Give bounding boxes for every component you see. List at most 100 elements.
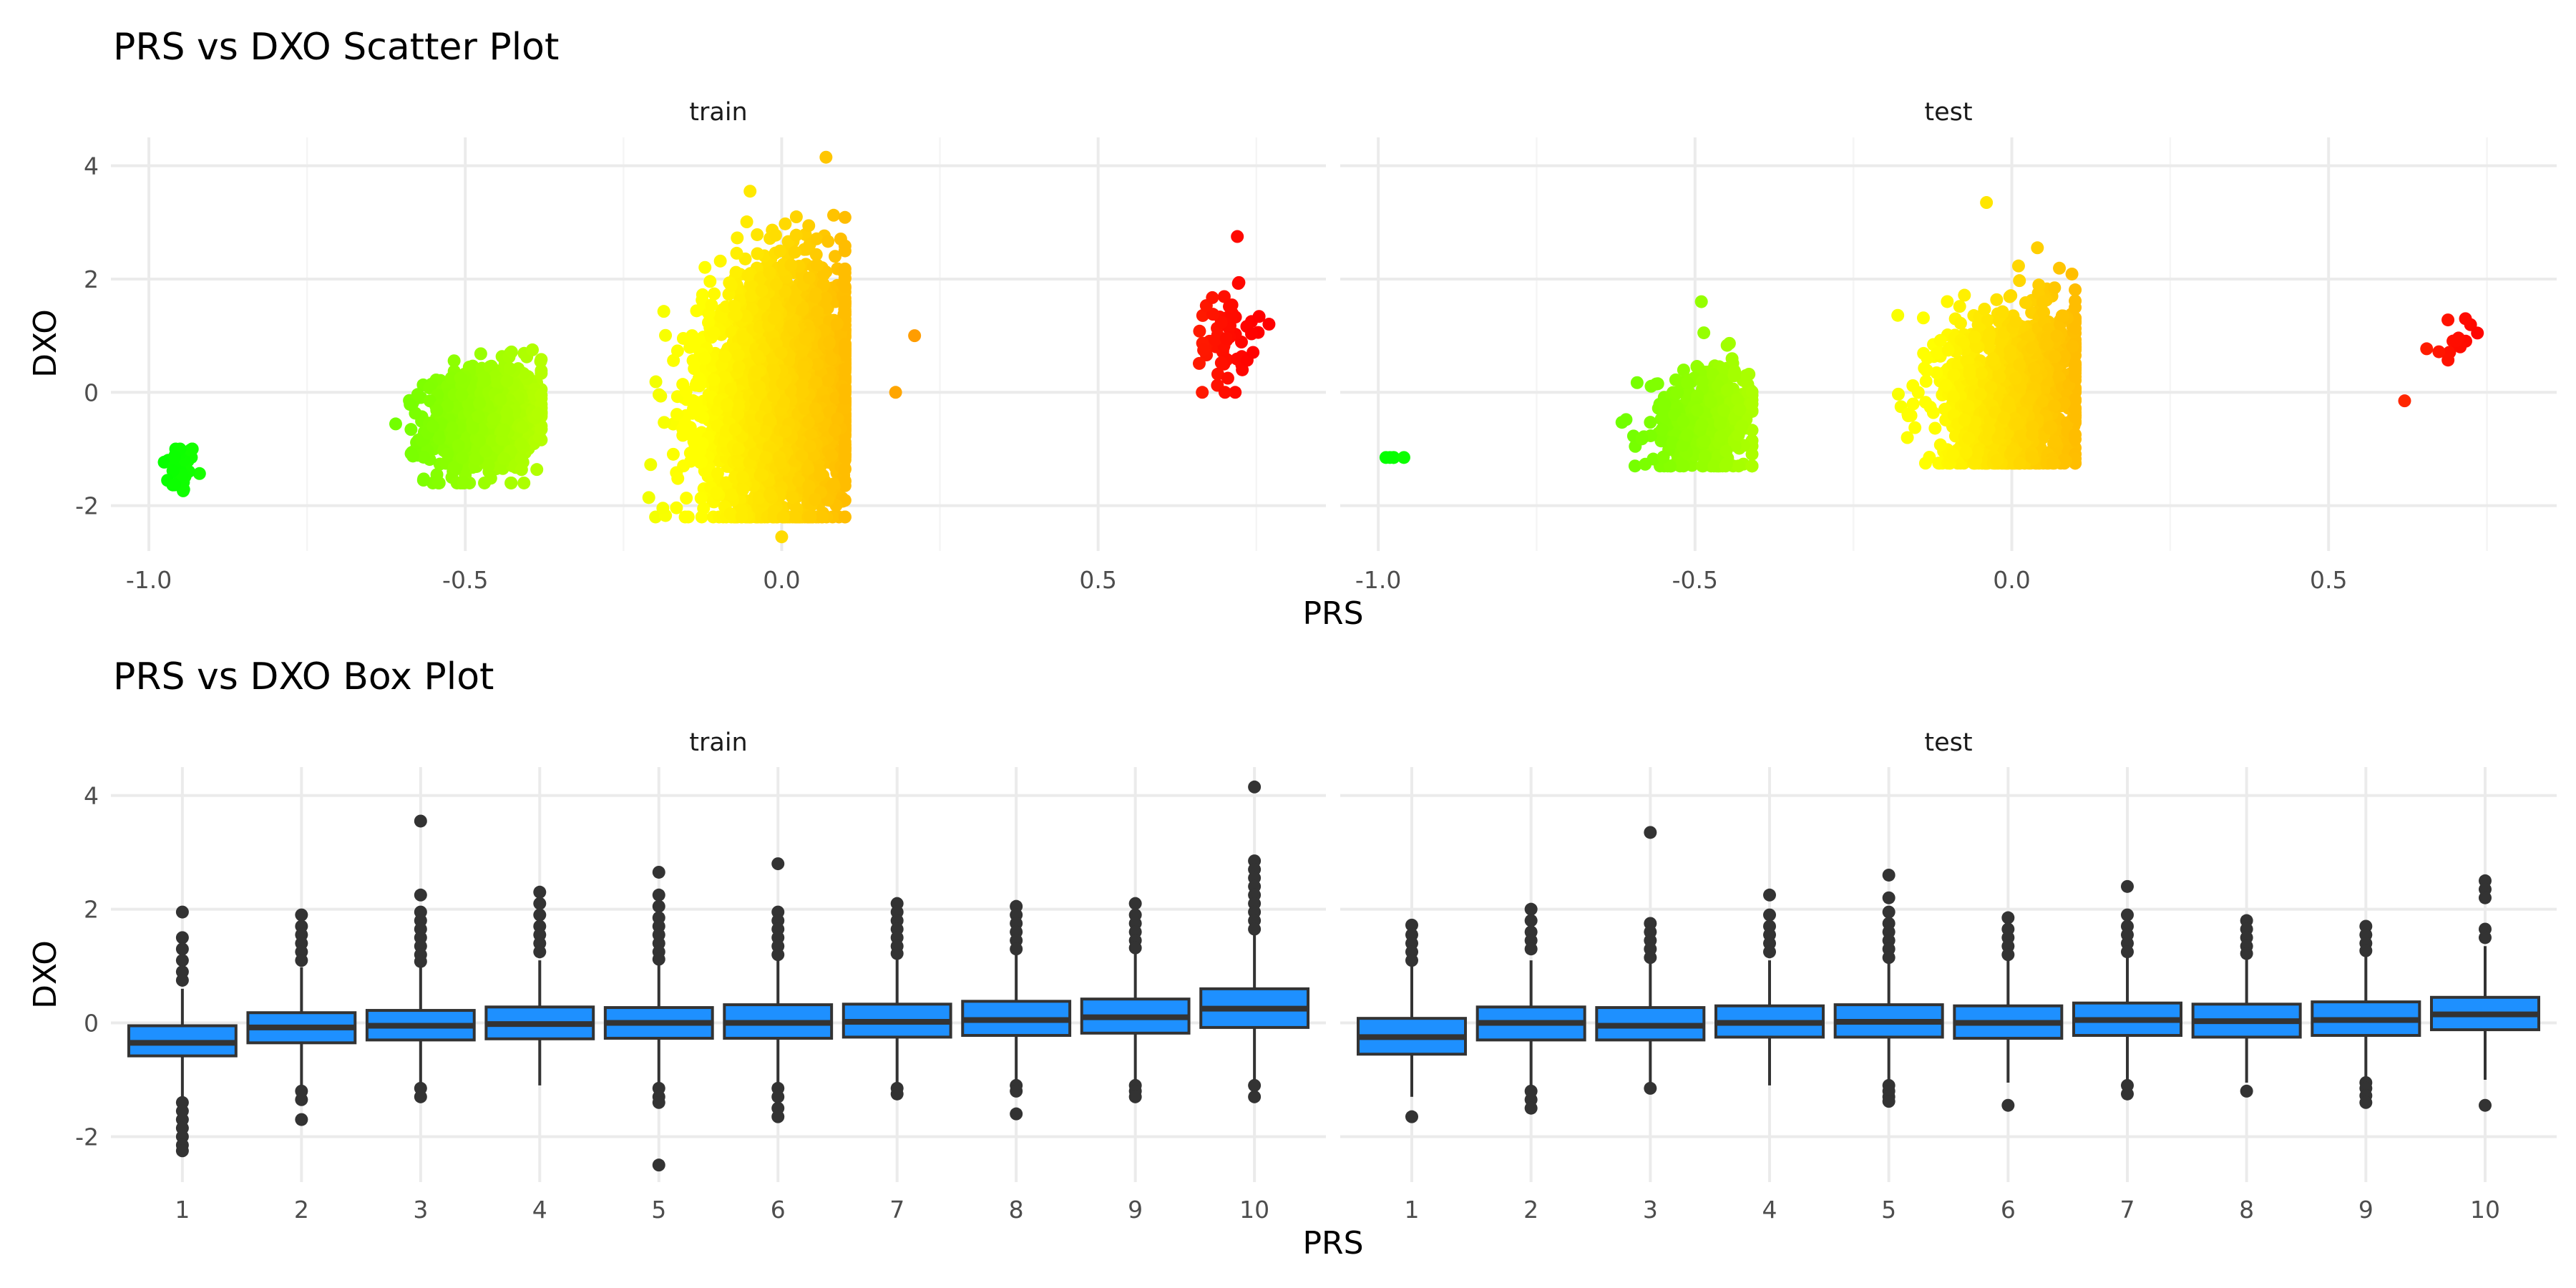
scatter-point: [671, 472, 685, 485]
scatter-point: [838, 451, 852, 464]
scatter-point: [680, 492, 693, 505]
scatter-point: [751, 349, 764, 363]
scatter-point: [831, 412, 844, 426]
scatter-point: [753, 386, 767, 400]
scatter-point: [731, 407, 745, 421]
scatter-point: [167, 450, 181, 464]
scatter-point: [809, 291, 822, 304]
scatter-point: [751, 365, 764, 379]
scatter-point: [698, 351, 711, 365]
scatter-point: [473, 396, 487, 410]
scatter-point: [441, 447, 454, 461]
scatter-point: [707, 374, 721, 387]
scatter-point: [447, 354, 461, 368]
scatter-point: [779, 217, 792, 230]
scatter-strip-test: test: [1924, 98, 1972, 127]
scatter-point: [1739, 369, 1752, 382]
scatter-point: [416, 450, 430, 464]
scatter-point: [751, 228, 764, 241]
scatter-point: [821, 235, 835, 248]
scatter-point: [416, 474, 430, 487]
scatter-point: [504, 476, 518, 489]
scatter-point: [741, 269, 755, 283]
scatter-point: [1695, 375, 1709, 389]
scatter-point: [1657, 450, 1670, 464]
scatter-point: [802, 271, 816, 285]
scatter-point: [713, 254, 727, 268]
x-tick-label: 0.0: [763, 566, 800, 594]
scatter-y-axis-label: DXO: [27, 309, 64, 378]
scatter-point: [825, 449, 839, 462]
scatter-point: [824, 352, 838, 366]
scatter-point: [743, 185, 757, 198]
scatter-point: [838, 244, 852, 258]
scatter-point: [526, 343, 540, 356]
scatter-points-test: [1379, 196, 2484, 473]
scatter-point: [2013, 274, 2026, 288]
scatter-point: [1655, 423, 1669, 436]
scatter-point: [649, 510, 663, 524]
scatter-point: [828, 424, 841, 437]
scatter-point: [763, 413, 776, 426]
scatter-point: [1196, 386, 1209, 399]
scatter-point: [1639, 457, 1652, 471]
scatter-point: [681, 510, 695, 524]
scatter-point: [2065, 267, 2079, 280]
scatter-point: [708, 287, 721, 301]
scatter-point: [486, 434, 499, 447]
scatter-point: [707, 326, 721, 339]
scatter-point: [698, 260, 712, 274]
scatter-point: [736, 470, 749, 484]
scatter-point: [472, 434, 486, 447]
scatter-point: [774, 244, 787, 258]
scatter-point: [755, 284, 769, 298]
scatter-point: [1707, 459, 1721, 473]
scatter-point: [1714, 417, 1727, 431]
scatter-point: [404, 398, 417, 411]
scatter-point: [449, 460, 463, 474]
scatter-point: [809, 376, 823, 389]
scatter-point: [484, 472, 497, 485]
scatter-point: [1193, 324, 1206, 338]
scatter-point: [838, 210, 852, 224]
scatter-point: [889, 386, 902, 399]
scatter-point: [799, 332, 812, 346]
scatter-point: [731, 348, 745, 362]
scatter-point: [767, 389, 781, 403]
scatter-point: [829, 250, 842, 263]
scatter-point: [535, 422, 548, 436]
scatter-point: [503, 362, 517, 376]
scatter-point: [838, 272, 852, 286]
scatter-point: [1219, 331, 1233, 345]
scatter-point: [472, 410, 485, 424]
scatter-point: [431, 476, 445, 489]
box-strip-train: train: [689, 728, 747, 757]
scatter-point: [1918, 457, 1932, 470]
scatter-point: [535, 389, 548, 402]
scatter-point: [517, 476, 531, 489]
scatter-point: [1677, 459, 1690, 473]
scatter-point: [785, 319, 799, 333]
scatter-point: [1697, 434, 1711, 448]
scatter-point: [670, 501, 683, 514]
scatter-point: [728, 423, 742, 436]
scatter-point: [1727, 369, 1741, 383]
scatter-point: [167, 478, 181, 492]
scatter-point: [723, 507, 737, 520]
scatter-point: [411, 388, 424, 401]
scatter-point: [838, 362, 852, 376]
scatter-point: [776, 376, 789, 390]
scatter-point: [751, 247, 764, 260]
scatter-point: [483, 360, 497, 374]
scatter-point: [1695, 418, 1709, 431]
scatter-point: [811, 258, 824, 272]
scatter-point: [482, 459, 495, 472]
scatter-point: [1735, 419, 1749, 433]
scatter-point: [1246, 346, 1260, 359]
scatter-point: [789, 210, 803, 224]
scatter-point: [455, 388, 469, 401]
scatter-point: [454, 371, 467, 385]
scatter-title: PRS vs DXO Scatter Plot: [113, 26, 559, 69]
scatter-point: [157, 455, 171, 469]
